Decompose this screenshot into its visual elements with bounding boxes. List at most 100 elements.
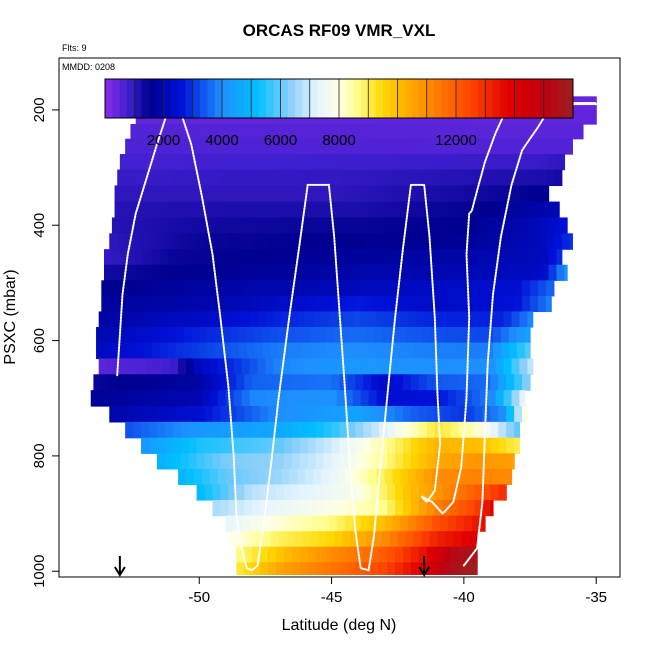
heatmap-cell xyxy=(148,421,158,439)
heatmap-cell xyxy=(339,453,349,470)
heatmap-cell xyxy=(98,358,108,375)
heatmap-cell xyxy=(376,201,386,219)
heatmap-cell xyxy=(315,138,325,155)
heatmap-cell xyxy=(395,406,404,423)
heatmap-cell xyxy=(434,484,444,501)
heatmap-cell xyxy=(392,201,401,219)
colorbar-tick-label: 6000 xyxy=(264,132,297,149)
heatmap-cell xyxy=(130,358,139,375)
heatmap-cell xyxy=(527,358,534,375)
heatmap-cell xyxy=(408,201,417,219)
heatmap-cell xyxy=(244,138,253,155)
heatmap-cell xyxy=(215,154,224,171)
heatmap-cell xyxy=(172,453,182,470)
heatmap-cell xyxy=(371,169,380,187)
heatmap-cell xyxy=(400,311,409,328)
heatmap-cell xyxy=(466,484,476,501)
heatmap-cell xyxy=(384,311,394,328)
heatmap-cell xyxy=(305,201,314,219)
heatmap-cell xyxy=(487,124,497,140)
heatmap-cell xyxy=(310,249,319,266)
heatmap-cell xyxy=(249,311,259,328)
heatmap-cell xyxy=(170,201,179,219)
heatmap-cell xyxy=(350,249,359,266)
heatmap-cell xyxy=(172,169,182,187)
heatmap-cell xyxy=(320,201,330,219)
heatmap-cell xyxy=(233,311,243,328)
heatmap-cell xyxy=(170,358,179,375)
heatmap-cell xyxy=(299,233,309,250)
heatmap-cell xyxy=(133,138,142,155)
heatmap-cell xyxy=(260,562,269,576)
colorbar-cell xyxy=(126,79,135,118)
heatmap-cell xyxy=(474,233,483,250)
heatmap-cell xyxy=(556,154,566,171)
heatmap-cell xyxy=(228,374,237,391)
heatmap-cell xyxy=(172,437,182,454)
heatmap-cell xyxy=(365,327,375,344)
heatmap-cell xyxy=(408,468,417,486)
heatmap-cell xyxy=(138,311,147,328)
heatmap-cell xyxy=(564,217,568,234)
heatmap-cell xyxy=(268,169,277,187)
heatmap-cell xyxy=(530,138,539,155)
heatmap-cell xyxy=(352,185,362,203)
heatmap-cell xyxy=(191,249,200,266)
heatmap-cell xyxy=(347,169,356,187)
heatmap-cell xyxy=(135,217,145,234)
heatmap-cell xyxy=(453,154,462,171)
heatmap-cell xyxy=(514,138,523,155)
heatmap-cell xyxy=(180,233,190,250)
heatmap-cell xyxy=(315,421,325,439)
heatmap-cell xyxy=(204,484,214,501)
heatmap-cell xyxy=(162,358,171,375)
heatmap-cell xyxy=(350,217,359,234)
heatmap-cell xyxy=(281,358,290,375)
heatmap-cell xyxy=(429,217,439,234)
heatmap-cell xyxy=(479,311,489,328)
heatmap-cell xyxy=(453,531,462,548)
y-tick-label: 600 xyxy=(31,328,48,353)
colorbar-dividers xyxy=(133,79,545,118)
heatmap-cell xyxy=(424,311,433,328)
heatmap-cell xyxy=(199,264,208,281)
colorbar-cell xyxy=(317,79,325,118)
heatmap-cell xyxy=(432,515,441,532)
heatmap-cell xyxy=(466,374,476,391)
heatmap-cell xyxy=(410,374,420,391)
heatmap-cell xyxy=(291,437,301,454)
heatmap-cell xyxy=(220,295,229,313)
colorbar-cell xyxy=(419,79,428,118)
heatmap-cell xyxy=(455,311,465,328)
heatmap-cell xyxy=(490,295,499,313)
heatmap-cell xyxy=(305,311,314,328)
heatmap-cell xyxy=(511,311,521,328)
heatmap-cell xyxy=(294,342,304,360)
heatmap-cell xyxy=(93,374,102,391)
heatmap-cell xyxy=(352,515,362,532)
heatmap-cell xyxy=(281,468,290,486)
heatmap-cell xyxy=(474,295,483,313)
heatmap-cell xyxy=(413,342,423,360)
heatmap-cell xyxy=(278,154,288,171)
heatmap-cell xyxy=(159,264,169,281)
heatmap-cell xyxy=(395,374,404,391)
heatmap-cell xyxy=(178,201,187,219)
heatmap-cell xyxy=(495,468,505,486)
heatmap-cell xyxy=(159,154,169,171)
colorbar-cell xyxy=(353,79,362,118)
heatmap-cell xyxy=(410,484,420,501)
heatmap-cell xyxy=(236,406,245,423)
heatmap-cell xyxy=(498,421,507,439)
heatmap-cell xyxy=(130,311,139,328)
heatmap-cell xyxy=(180,280,190,297)
heatmap-cell xyxy=(125,280,134,297)
heatmap-cell xyxy=(299,453,309,470)
heatmap-cell xyxy=(376,358,386,375)
heatmap-cell xyxy=(352,124,362,140)
heatmap-cell xyxy=(434,169,444,187)
heatmap-cell xyxy=(122,390,132,407)
heatmap-cell xyxy=(228,406,237,423)
heatmap-cell xyxy=(138,124,147,140)
chart-title: ORCAS RF09 VMR_VXL xyxy=(243,21,436,40)
